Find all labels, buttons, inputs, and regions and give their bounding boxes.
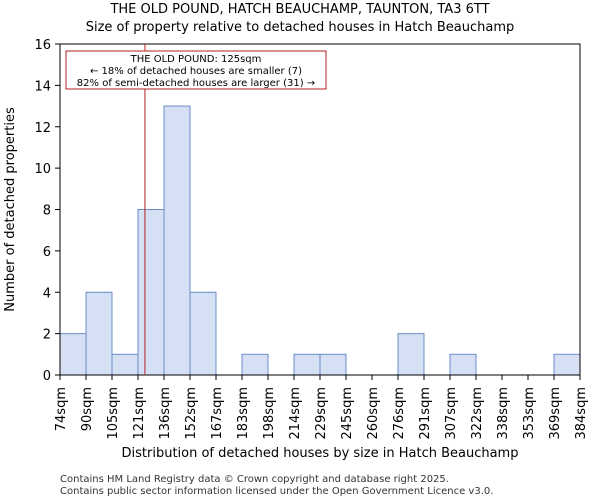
y-tick-label: 12 (34, 121, 51, 136)
x-tick-label: 276sqm (392, 387, 407, 440)
x-tick-label: 105sqm (106, 387, 121, 440)
bar-229sqm (319, 353, 347, 376)
footer-licence: Contains public sector information licen… (60, 486, 494, 497)
x-tick-label: 152sqm (184, 387, 199, 440)
x-tick-label: 338sqm (496, 387, 511, 440)
x-tick-label: 183sqm (236, 387, 251, 440)
x-tick-label: 384sqm (574, 387, 589, 440)
y-tick-label: 2 (43, 328, 51, 343)
annotation-border (65, 50, 327, 90)
x-tick-label: 229sqm (314, 387, 329, 440)
y-axis-label: Number of detached properties (3, 107, 18, 312)
annotation-line-2: ← 18% of detached houses are smaller (7) (90, 66, 302, 77)
annotation-line-1: THE OLD POUND: 125sqm (130, 54, 262, 65)
bar-90sqm (85, 291, 113, 376)
footer-copyright: Contains HM Land Registry data © Crown c… (60, 474, 449, 485)
annotation-box: THE OLD POUND: 125sqm ← 18% of detached … (65, 50, 327, 90)
bar-136sqm (163, 105, 191, 376)
chart-title: THE OLD POUND, HATCH BEAUCHAMP, TAUNTON,… (110, 2, 490, 17)
bar-276sqm (397, 333, 425, 376)
x-tick-label: 245sqm (340, 387, 355, 440)
annotation-line-3: 82% of semi-detached houses are larger (… (77, 78, 315, 89)
x-tick-label: 260sqm (366, 387, 381, 440)
x-tick-label: 121sqm (132, 387, 147, 440)
bar-369sqm (553, 353, 581, 376)
histogram-chart: 0 2 4 6 8 10 12 14 16 74sqm 90sqm 105sqm 121sqm 136s… (3, 38, 589, 461)
chart-subtitle: Size of property relative to detached ho… (85, 20, 515, 35)
bar-214sqm (293, 353, 321, 376)
y-tick-label: 0 (43, 369, 51, 384)
x-tick-label: 307sqm (444, 387, 459, 440)
bar-105sqm (111, 353, 139, 376)
y-tick-label: 10 (34, 162, 51, 177)
bar-183sqm (241, 353, 269, 376)
y-tick-label: 6 (43, 245, 51, 260)
x-tick-label: 136sqm (158, 387, 173, 440)
y-tick-label: 16 (34, 38, 51, 53)
x-tick-label: 214sqm (288, 387, 303, 440)
y-tick-label: 8 (43, 204, 51, 219)
y-tick-label: 14 (34, 79, 51, 94)
x-tick-label: 74sqm (54, 387, 69, 431)
y-tick-label: 4 (43, 286, 51, 301)
x-tick-label: 322sqm (470, 387, 485, 440)
x-tick-label: 167sqm (210, 387, 225, 440)
x-axis-label: Distribution of detached houses by size … (122, 446, 519, 461)
x-tick-label: 353sqm (522, 387, 537, 440)
x-tick-label: 369sqm (548, 387, 563, 440)
x-tick-label: 90sqm (80, 387, 95, 431)
x-tick-label: 291sqm (418, 387, 433, 440)
x-tick-label: 198sqm (262, 387, 277, 440)
bar-152sqm (189, 291, 217, 376)
bar-74sqm (59, 333, 87, 376)
bar-307sqm (449, 353, 477, 376)
bar-121sqm (137, 209, 165, 376)
